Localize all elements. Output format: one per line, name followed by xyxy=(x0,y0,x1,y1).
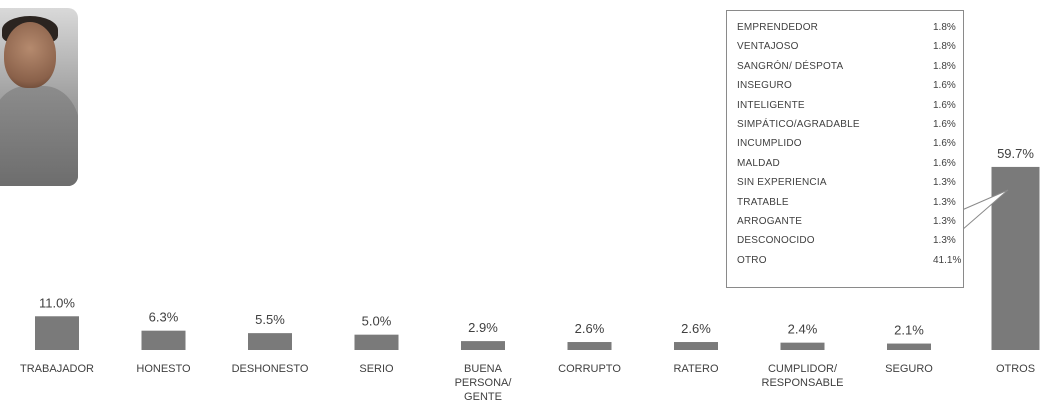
bar-1 xyxy=(141,330,186,350)
bar-value-label-1: 6.3% xyxy=(149,310,179,325)
bar-value-label-5: 2.6% xyxy=(575,321,605,336)
breakdown-row: SIMPÁTICO/AGRADABLE 1.6% xyxy=(737,119,957,136)
bar-value-label-4: 2.9% xyxy=(468,320,498,335)
bar-value-label-7: 2.4% xyxy=(788,322,818,337)
bar-4 xyxy=(461,341,505,350)
category-label-5: CORRUPTO xyxy=(558,363,621,375)
breakdown-value: 1.3% xyxy=(933,177,956,189)
bar-0 xyxy=(35,316,79,350)
breakdown-label: INSEGURO xyxy=(737,80,792,92)
breakdown-row: INSEGURO 1.6% xyxy=(737,80,957,97)
photo-face xyxy=(4,22,56,88)
breakdown-value: 1.3% xyxy=(933,196,956,208)
category-label-6: RATERO xyxy=(673,363,718,375)
category-label-7: CUMPLIDOR/RESPONSABLE xyxy=(762,363,844,389)
otros-breakdown-box: EMPRENDEDOR 1.8% VENTAJOSO 1.8% SANGRÓN/ DÉS… xyxy=(726,10,964,288)
breakdown-row: TRATABLE 1.3% xyxy=(737,197,957,214)
category-label-9: OTROS xyxy=(996,363,1035,375)
category-label-8: SEGURO xyxy=(885,363,933,375)
breakdown-value: 1.8% xyxy=(933,41,956,53)
person-photo xyxy=(0,8,78,186)
breakdown-value: 1.6% xyxy=(933,99,956,111)
breakdown-label: EMPRENDEDOR xyxy=(737,22,819,33)
breakdown-row: INCUMPLIDO 1.6% xyxy=(737,138,957,155)
breakdown-row: SANGRÓN/ DÉSPOTA 1.8% xyxy=(737,61,957,78)
breakdown-value: 1.3% xyxy=(933,235,956,247)
breakdown-label: SIN EXPERIENCIA xyxy=(737,177,827,189)
breakdown-row: INTELIGENTE 1.6% xyxy=(737,100,957,117)
bar-6 xyxy=(674,342,718,350)
bar-2 xyxy=(248,333,292,350)
bar-3 xyxy=(354,334,399,350)
breakdown-row: EMPRENDEDOR 1.8% xyxy=(737,22,957,39)
breakdown-label: INTELIGENTE xyxy=(737,99,805,111)
category-label-2: DESHONESTO xyxy=(232,363,309,375)
breakdown-label: SANGRÓN/ DÉSPOTA xyxy=(737,60,844,72)
category-label-3: SERIO xyxy=(359,363,394,375)
photo-shirt xyxy=(0,86,78,186)
breakdown-label: VENTAJOSO xyxy=(737,41,799,53)
bar-value-label-9: 59.7% xyxy=(997,146,1034,161)
breakdown-value: 1.6% xyxy=(933,119,956,130)
breakdown-value: 1.6% xyxy=(933,80,956,92)
breakdown-row: ARROGANTE 1.3% xyxy=(737,216,957,233)
breakdown-value: 1.3% xyxy=(933,216,956,227)
breakdown-label: SIMPÁTICO/AGRADABLE xyxy=(737,119,860,130)
category-label-0: TRABAJADOR xyxy=(20,363,94,375)
breakdown-row: MALDAD 1.6% xyxy=(737,158,957,175)
category-label-4: BUENA PERSONA/GENTE xyxy=(455,363,513,403)
bar-value-label-2: 5.5% xyxy=(255,312,285,327)
bar-5 xyxy=(567,342,612,350)
breakdown-value: 1.8% xyxy=(933,22,956,33)
breakdown-value: 1.6% xyxy=(933,157,956,169)
breakdown-label: INCUMPLIDO xyxy=(737,138,802,150)
bar-value-label-8: 2.1% xyxy=(894,323,924,338)
breakdown-label: TRATABLE xyxy=(737,196,789,208)
breakdown-label: MALDAD xyxy=(737,157,780,169)
breakdown-value: 41.1% xyxy=(933,254,962,266)
category-label-1: HONESTO xyxy=(136,363,191,375)
breakdown-label: OTRO xyxy=(737,254,767,266)
breakdown-row: DESCONOCIDO 1.3% xyxy=(737,235,957,252)
breakdown-pointer xyxy=(961,189,1009,231)
breakdown-value: 1.6% xyxy=(933,138,956,150)
breakdown-row: OTRO 41.1% xyxy=(737,254,961,272)
breakdown-label: DESCONOCIDO xyxy=(737,235,815,247)
bar-value-label-3: 5.0% xyxy=(362,314,392,329)
breakdown-label: ARROGANTE xyxy=(737,216,803,227)
breakdown-row: VENTAJOSO 1.8% xyxy=(737,41,957,58)
breakdown-value: 1.8% xyxy=(933,60,956,72)
bar-value-label-0: 11.0% xyxy=(39,295,75,310)
bar-7 xyxy=(780,342,825,350)
bar-8 xyxy=(887,343,931,350)
bar-value-label-6: 2.6% xyxy=(681,321,711,336)
breakdown-row: SIN EXPERIENCIA 1.3% xyxy=(737,177,957,194)
